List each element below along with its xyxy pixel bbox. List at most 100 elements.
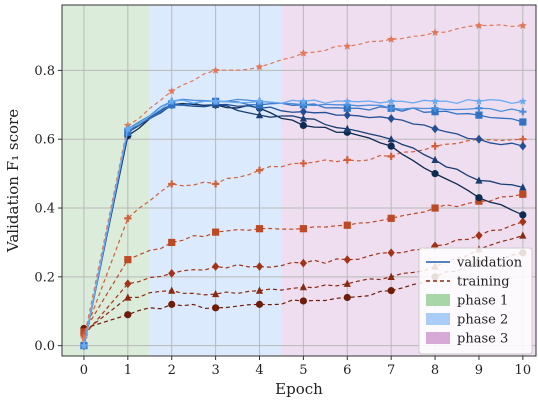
training-point-star <box>299 48 308 57</box>
training-point-diamond <box>475 231 483 240</box>
training-point-square <box>343 221 351 229</box>
training-point-circle <box>168 300 176 308</box>
validation-point-square <box>475 111 483 119</box>
training-point-triangle <box>519 231 527 239</box>
training-point-star <box>211 66 220 74</box>
training-point-plus <box>519 135 527 143</box>
x-tick-label: 2 <box>168 363 176 378</box>
training-point-diamond <box>168 269 176 278</box>
training-point-circle <box>124 311 132 319</box>
training-point-plus <box>255 166 264 174</box>
validation-point-circle <box>475 194 483 202</box>
validation-point-star <box>474 97 483 105</box>
legend-validation-label: validation <box>456 256 523 271</box>
validation-point-star <box>123 124 132 133</box>
validation-point-diamond <box>387 114 395 123</box>
validation-point-diamond <box>299 107 307 117</box>
training-point-star <box>387 35 396 43</box>
validation-point-circle <box>431 170 439 178</box>
training-point-diamond <box>212 262 220 271</box>
training-point-diamond <box>124 279 132 289</box>
validation-point-diamond <box>431 124 439 134</box>
x-axis-ticks: 0 1 2 3 4 5 6 7 8 9 10 <box>80 356 531 378</box>
legend-phase-3-label: phase 3 <box>457 332 508 347</box>
training-point-diamond <box>255 262 264 271</box>
x-tick-label: 10 <box>515 363 532 378</box>
training-point-star <box>431 28 440 36</box>
training-point-star <box>518 21 527 30</box>
validation-point-star <box>518 97 527 105</box>
training-point-triangle <box>255 286 264 294</box>
x-tick-label: 4 <box>255 363 263 378</box>
validation-point-star <box>343 97 352 105</box>
training-point-triangle <box>212 289 220 298</box>
training-point-plus <box>168 180 176 188</box>
validation-point-plus <box>475 104 483 112</box>
x-tick-label: 3 <box>211 363 219 378</box>
y-axis-title: Validation F₁ score <box>4 109 22 253</box>
validation-point-triangle <box>343 124 351 132</box>
legend-phase-3-swatch <box>426 332 450 344</box>
validation-point-circle <box>299 121 307 130</box>
training-point-square <box>212 228 220 236</box>
legend: validation training phase 1 phase 2 phas… <box>418 247 533 355</box>
x-tick-label: 7 <box>387 363 395 378</box>
validation-point-triangle <box>431 155 439 163</box>
training-point-diamond <box>343 255 351 265</box>
training-point-plus <box>212 180 220 188</box>
legend-phase-2-swatch <box>426 313 450 325</box>
training-point-circle <box>387 287 395 295</box>
y-tick-label: 0.6 <box>34 133 55 148</box>
validation-point-star <box>167 97 176 105</box>
validation-point-triangle <box>255 111 264 119</box>
y-axis-ticks: 0.0 0.2 0.4 0.6 0.8 <box>34 64 62 354</box>
legend-phase-2-label: phase 2 <box>457 313 508 328</box>
y-tick-label: 0.0 <box>34 339 55 354</box>
training-point-circle <box>212 304 220 312</box>
x-tick-label: 6 <box>343 363 351 378</box>
training-point-circle <box>343 293 351 302</box>
x-axis-title: Epoch <box>275 380 323 398</box>
legend-phase-1-swatch <box>426 294 450 306</box>
training-point-triangle <box>299 283 307 291</box>
training-point-square <box>431 204 439 212</box>
validation-point-star <box>255 97 264 105</box>
training-point-square <box>519 190 527 198</box>
validation-point-star <box>387 97 396 105</box>
training-point-diamond <box>299 258 307 268</box>
y-tick-label: 0.2 <box>34 270 55 285</box>
training-point-triangle <box>387 272 395 280</box>
series-layer <box>79 21 527 351</box>
training-point-plus <box>431 142 439 150</box>
x-tick-label: 0 <box>80 363 88 378</box>
validation-point-diamond <box>475 134 483 144</box>
training-point-plus <box>343 156 351 164</box>
validation-point-triangle <box>519 183 527 191</box>
training-point-square <box>168 238 176 247</box>
training-point-diamond <box>519 217 527 227</box>
training-point-triangle <box>124 293 132 301</box>
phase-band-1 <box>62 5 150 356</box>
x-tick-label: 1 <box>124 363 132 378</box>
y-tick-label: 0.4 <box>34 202 55 217</box>
validation-point-triangle <box>475 176 483 184</box>
training-point-triangle <box>168 286 176 294</box>
legend-training-label: training <box>457 275 510 290</box>
validation-point-diamond <box>343 110 351 120</box>
validation-point-star <box>299 97 308 105</box>
validation-point-triangle <box>387 135 395 143</box>
plot-frame <box>61 4 537 357</box>
training-point-plus <box>124 214 132 222</box>
validation-point-star <box>79 341 88 350</box>
legend-box <box>418 247 533 355</box>
validation-point-star <box>211 97 220 105</box>
training-point-star <box>474 21 483 30</box>
training-point-star <box>79 334 88 343</box>
training-point-circle <box>255 300 264 308</box>
x-tick-label: 8 <box>431 363 439 378</box>
x-tick-label: 5 <box>299 363 307 378</box>
training-point-plus <box>387 152 395 161</box>
validation-point-plus <box>387 104 395 112</box>
training-point-star <box>343 42 352 50</box>
